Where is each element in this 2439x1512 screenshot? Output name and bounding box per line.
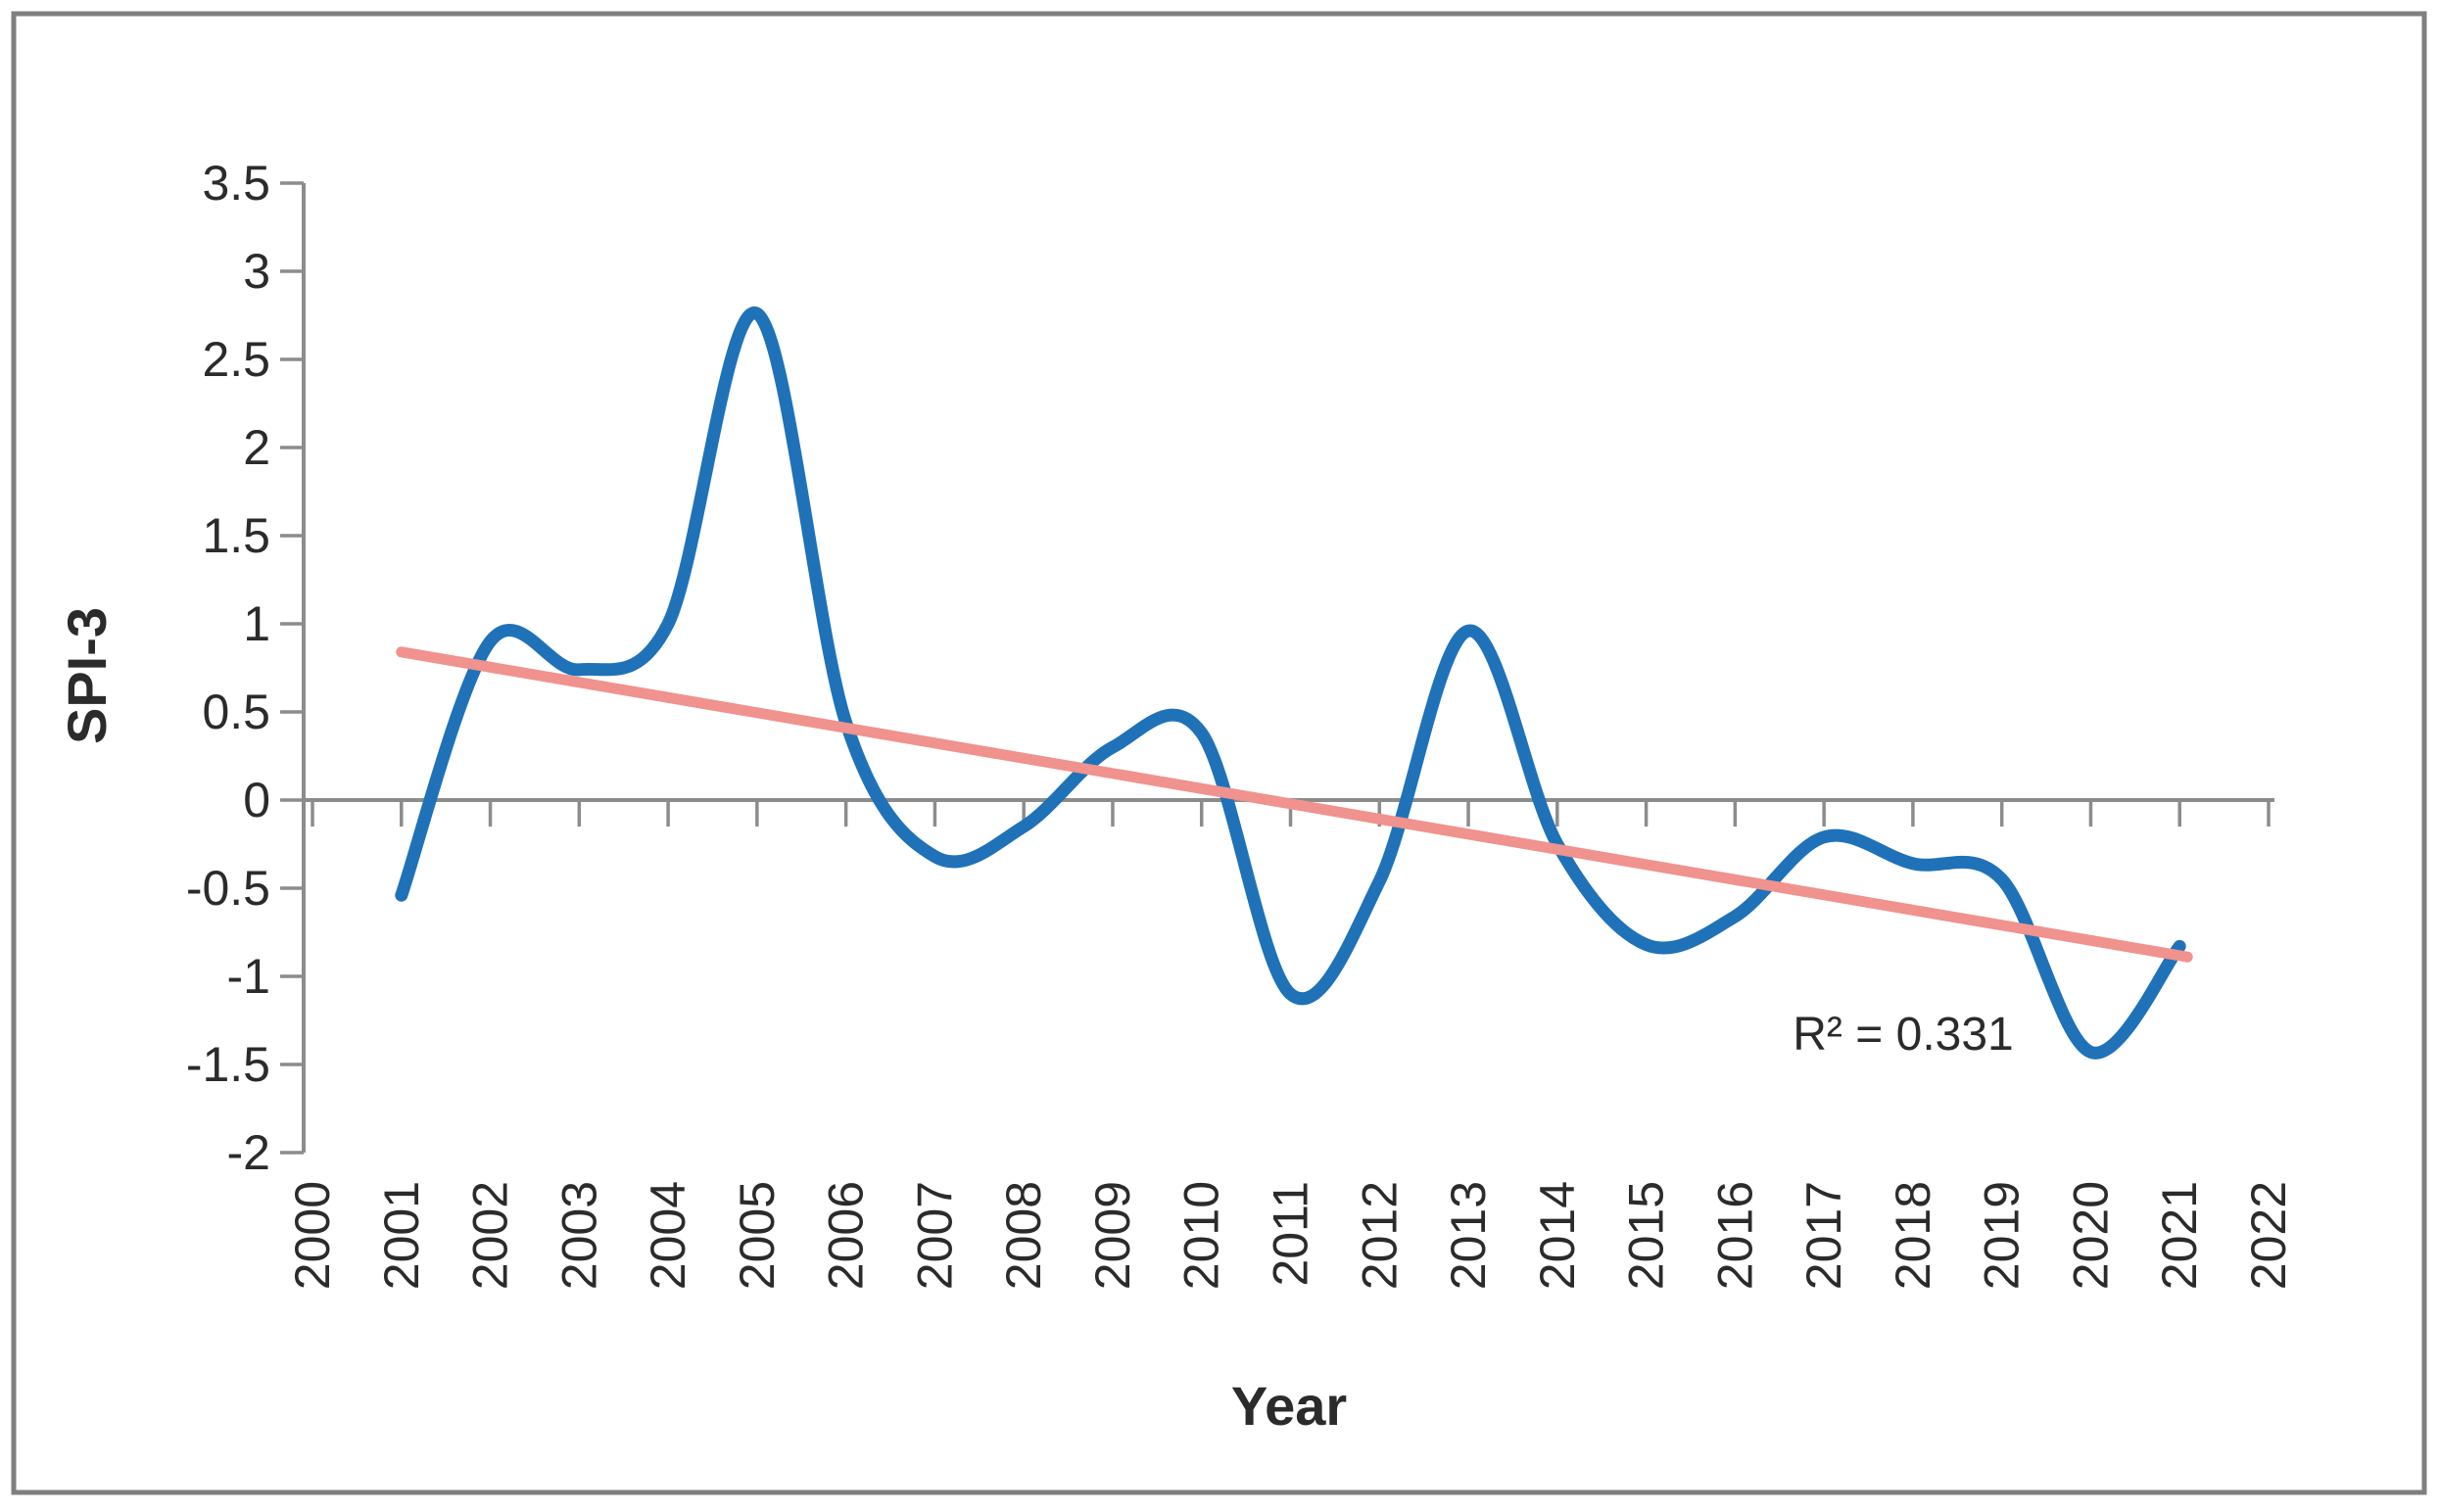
- x-tick-label: 2000: [285, 1181, 340, 1290]
- x-tick-label: 2001: [374, 1181, 429, 1290]
- x-tick-label: 2013: [1441, 1181, 1496, 1290]
- y-tick-label: -1.5: [186, 1037, 270, 1092]
- x-tick-label: 2005: [730, 1181, 785, 1290]
- x-tick-label: 2018: [1886, 1181, 1940, 1290]
- y-tick-label: -1: [227, 949, 270, 1004]
- x-axis-title: Year: [1231, 1375, 1347, 1437]
- x-tick-label: 2011: [1264, 1181, 1318, 1287]
- x-tick-label: 2014: [1530, 1181, 1585, 1290]
- y-tick-label: 3: [243, 244, 270, 299]
- x-tick-label: 2010: [1174, 1181, 1229, 1290]
- y-tick-label: 1.5: [202, 508, 270, 563]
- x-tick-label: 2003: [551, 1181, 606, 1290]
- y-tick-label: 0.5: [202, 685, 270, 739]
- x-tick-label: 2008: [996, 1181, 1051, 1290]
- x-tick-label: 2006: [819, 1181, 874, 1290]
- x-tick-label: 2015: [1619, 1181, 1674, 1290]
- y-tick-label: 2.5: [202, 332, 270, 387]
- x-tick-label: 2009: [1085, 1181, 1140, 1290]
- x-tick-label: 2021: [2152, 1181, 2207, 1290]
- x-tick-label: 2020: [2063, 1181, 2118, 1290]
- x-tick-label: 2017: [1796, 1181, 1851, 1290]
- axes-layer: 3.5 3 2.5 2 1.5 1 0.5 0 -0.5 -1 -1.5 -2 2000 2001 2002…: [186, 156, 2296, 1290]
- chart-border: [11, 11, 2427, 1495]
- x-tick-label: 2002: [463, 1181, 518, 1290]
- trendline: [396, 646, 2193, 963]
- y-axis-title: SPI-3: [56, 607, 118, 744]
- y-tick-label: 1: [243, 596, 270, 651]
- x-tick-label: 2016: [1707, 1181, 1762, 1290]
- x-tick-label: 2004: [641, 1181, 695, 1290]
- spi3-curve: [395, 307, 2186, 1060]
- x-tick-label: 2012: [1352, 1181, 1407, 1290]
- y-tick-label: -2: [227, 1125, 270, 1180]
- x-tick-label: 2022: [2241, 1181, 2296, 1290]
- y-tick-label: 0: [243, 773, 270, 827]
- y-tick-label: -0.5: [186, 861, 270, 916]
- x-tick-label: 2019: [1975, 1181, 2030, 1290]
- y-tick-label: 2: [243, 420, 270, 475]
- y-tick-label: 3.5: [202, 156, 270, 211]
- x-tick-label: 2007: [907, 1181, 962, 1290]
- r-squared-annotation: R² = 0.331: [1793, 1009, 2013, 1061]
